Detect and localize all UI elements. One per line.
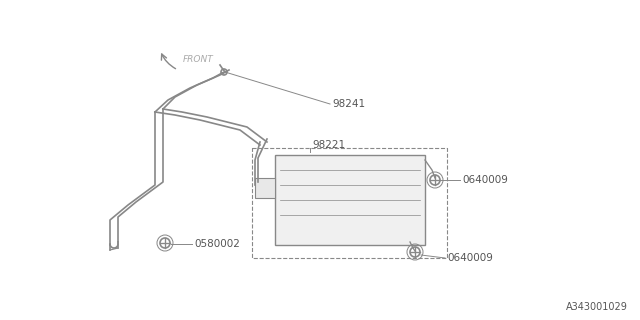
Polygon shape xyxy=(255,178,275,198)
Text: FRONT: FRONT xyxy=(183,55,214,65)
Text: 0640009: 0640009 xyxy=(462,175,508,185)
Bar xyxy=(252,148,447,258)
Text: 0580002: 0580002 xyxy=(194,239,240,249)
Text: 98241: 98241 xyxy=(332,99,365,109)
Text: 0640009: 0640009 xyxy=(447,253,493,263)
Text: A343001029: A343001029 xyxy=(566,302,628,312)
Bar xyxy=(275,155,425,245)
Text: 98221: 98221 xyxy=(312,140,345,150)
